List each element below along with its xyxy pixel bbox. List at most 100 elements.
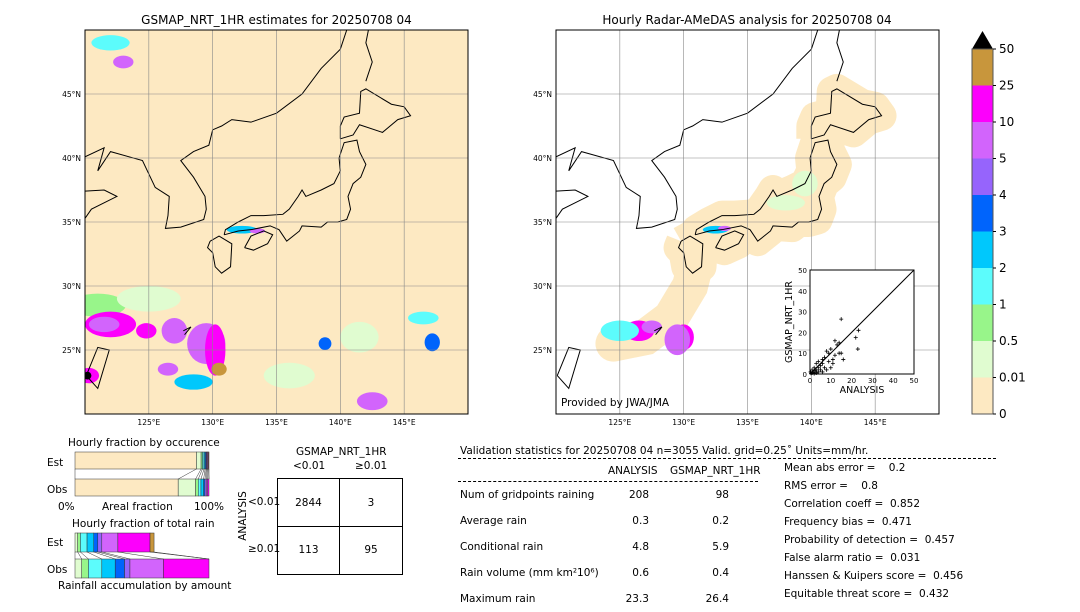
scatter-point [839, 351, 844, 356]
coastline [556, 189, 590, 220]
rain-area [211, 362, 227, 376]
occurrence-bars [74, 451, 210, 497]
scatter-point [856, 328, 861, 333]
coastline [339, 88, 412, 140]
rain-xlabel: Rainfall accumulation by amount [58, 580, 232, 592]
ct-col-1: ≥0.01 [355, 460, 388, 472]
coastline [85, 189, 119, 220]
stats-score: Mean abs error = 0.2 [784, 462, 906, 474]
connector-line [200, 468, 205, 480]
rain-area [113, 55, 134, 69]
lat-label: 40°N [62, 154, 81, 163]
colorbar-segment [972, 158, 993, 195]
lat-label: 45°N [533, 90, 552, 99]
bar-segment [129, 558, 164, 579]
rain-area [340, 321, 379, 353]
stats-score: Hanssen & Kuipers score = 0.456 [784, 570, 964, 582]
stats-row-gsmap: 98 [715, 489, 729, 501]
scatter-point [822, 355, 827, 360]
x-tick-label: 20 [847, 377, 856, 385]
scatter-point [832, 338, 837, 343]
connector-line [195, 468, 202, 480]
rain-area [356, 392, 388, 411]
coastline [206, 235, 233, 274]
bar-segment [74, 532, 78, 553]
bar-segment [195, 478, 199, 497]
occ-tick-0: 0% [58, 501, 75, 513]
colorbar-label: 5 [999, 152, 1007, 166]
bar-segment [97, 532, 103, 553]
map-frame [555, 29, 940, 415]
colorbar-segment [972, 341, 993, 378]
stats-score: Frequency bias = 0.471 [784, 516, 912, 528]
bar-segment [77, 532, 81, 553]
rain-area [161, 318, 188, 344]
coastline [654, 326, 663, 335]
scatter-point [818, 367, 823, 372]
lon-label: 125°E [137, 418, 160, 427]
scatter-point [828, 347, 833, 352]
stats-score: RMS error = 0.8 [784, 480, 878, 492]
rain-fraction-bars [74, 532, 210, 579]
stats-header: Validation statistics for 20250708 04 n=… [460, 445, 869, 457]
scatter-point [832, 353, 837, 358]
colorbar-label: 3 [999, 225, 1007, 239]
stats-row-gsmap: 5.9 [712, 541, 729, 553]
rain-area [263, 362, 315, 389]
lat-label: 25°N [533, 346, 552, 355]
ct-cell: 95 [364, 544, 378, 556]
rain-area [766, 195, 805, 211]
lat-label: 25°N [62, 346, 81, 355]
coastline [556, 30, 819, 229]
coastline [365, 30, 373, 82]
stats-col-gsmap: GSMAP_NRT_1HR [670, 465, 761, 477]
coastline [836, 30, 844, 82]
lat-label: 40°N [533, 154, 552, 163]
bar-segment [163, 558, 210, 579]
rain-fraction-title: Hourly fraction of total rain [72, 518, 215, 530]
scatter-point [830, 357, 835, 362]
x-tick-label: 40 [889, 377, 898, 385]
stats-row-label: Rain volume (mm km²10⁶) [460, 567, 599, 579]
bar-segment [93, 532, 99, 553]
y-axis-label: GSMAP_NRT_1HR [784, 281, 795, 363]
scatter-point [824, 367, 829, 372]
bar-segment [196, 451, 202, 470]
map-frame [84, 29, 469, 415]
lon-label: 145°E [864, 418, 887, 427]
colorbar-label: 50 [999, 42, 1014, 56]
bar-segment [177, 478, 196, 497]
colorbar-segment [972, 304, 993, 341]
colorbar-label: 10 [999, 115, 1014, 129]
scatter-point [810, 367, 815, 372]
colorbar-segment [972, 122, 993, 159]
y-tick-label: 10 [798, 350, 807, 358]
connector-line [206, 468, 208, 480]
lon-label: 145°E [393, 418, 416, 427]
colorbar-segment [972, 49, 993, 86]
stats-row-gsmap: 0.2 [712, 515, 729, 527]
colorbar-segment [972, 231, 993, 268]
rain-area [88, 316, 120, 333]
bar-segment [88, 558, 103, 579]
y-tick-label: 30 [798, 309, 807, 317]
scatter-point [830, 361, 835, 366]
colorbar-label: 0.01 [999, 371, 1026, 385]
lon-label: 140°E [800, 418, 823, 427]
bar-segment [101, 532, 119, 553]
x-tick-label: 10 [826, 377, 835, 385]
ct-cell: 2844 [295, 497, 322, 509]
colorbar-label: 1 [999, 298, 1007, 312]
rain-area [174, 374, 213, 390]
connector-line [93, 551, 116, 560]
colorbar-label: 0.5 [999, 334, 1018, 348]
rain-area [407, 311, 439, 325]
rain-area [664, 324, 691, 356]
y-tick-label: 0 [803, 371, 807, 379]
stats-score: Probability of detection = 0.457 [784, 534, 955, 546]
bar-segment [81, 558, 89, 579]
lon-label: 130°E [201, 418, 224, 427]
connector-line [204, 468, 207, 480]
ct-cell: 113 [298, 544, 319, 556]
scatter-point [855, 347, 860, 352]
